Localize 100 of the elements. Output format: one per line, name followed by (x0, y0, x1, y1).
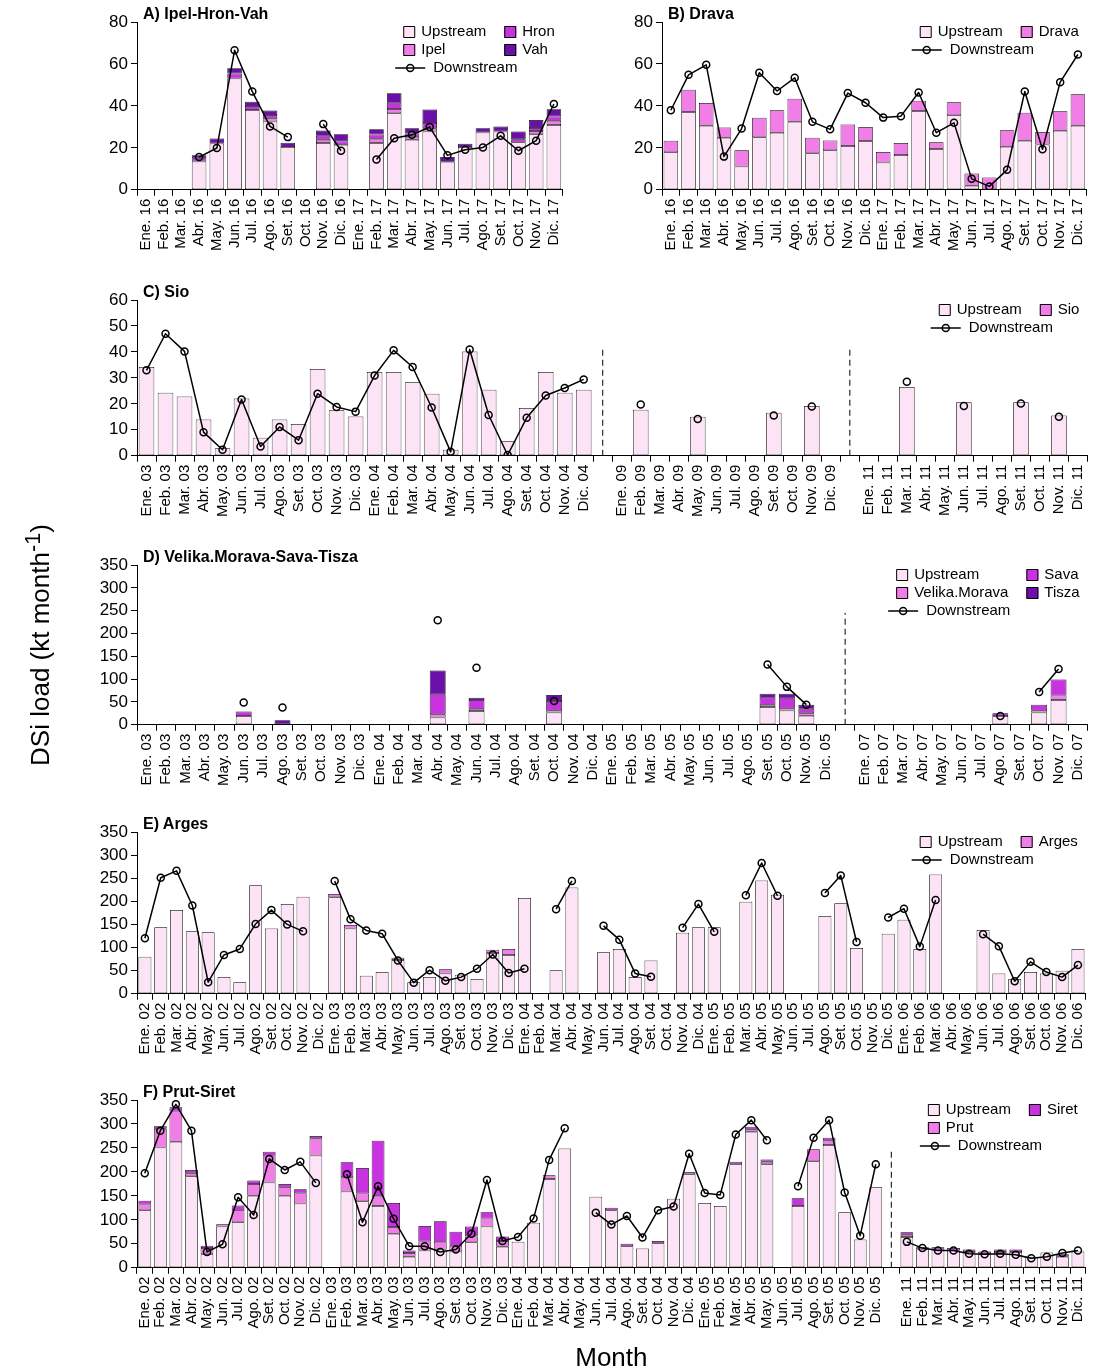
x-tick-label: Jul. 03 (250, 464, 268, 509)
x-tick-label: Abr. 16 (714, 198, 732, 247)
x-tick-label: May. 04 (447, 733, 465, 787)
legend-label: Ipel (421, 40, 446, 58)
legend-label: Sio (1057, 300, 1080, 318)
x-tick-label: Nov. 11 (1052, 1276, 1070, 1327)
x-tick-label: Jul. 11 (973, 464, 991, 508)
y-tick-label: 150 (99, 645, 128, 665)
x-tick-label: Abr. 04 (562, 1002, 580, 1051)
x-tick-label: Ene. 04 (514, 1002, 532, 1055)
x-tick-label: Mar. 03 (174, 464, 192, 515)
y-tick-label: 60 (109, 289, 128, 309)
x-tick-label: Abr. 05 (660, 733, 678, 782)
x-tick-label: Dic. 02 (309, 1002, 327, 1050)
x-tick-label: Nov. 11 (1049, 464, 1067, 515)
x-tick-label: Oct. 16 (820, 198, 838, 248)
x-tick-label: Jun. 17 (437, 198, 455, 248)
x-tick-label: Abr. 04 (427, 733, 445, 782)
x-tick-label: Abr. 11 (916, 464, 934, 512)
x-tick-label: Ene. 11 (858, 464, 876, 516)
x-tick-label: Mar. 04 (402, 464, 420, 515)
x-tick-label: Ago. 04 (505, 733, 523, 786)
x-tick-label: Jul. 03 (414, 1276, 432, 1321)
x-tick-label: Dic. 03 (498, 1002, 516, 1050)
x-tick-label: May. 04 (577, 1002, 595, 1056)
x-tick-label: May. 17 (944, 198, 962, 252)
x-tick-label: Oct. 17 (508, 198, 526, 248)
x-tick-label: Oct. 09 (782, 464, 800, 514)
x-tick-label: Nov. 05 (862, 1002, 880, 1054)
x-tick-label: Jul. 09 (725, 464, 743, 509)
y-tick-label: 50 (109, 691, 128, 711)
x-tick-label: Feb. 04 (383, 464, 401, 516)
y-tick-label: 0 (118, 179, 128, 199)
x-tick-label: Ene. 16 (136, 198, 154, 251)
y-tick-label: 300 (99, 1113, 128, 1133)
y-tick-label: 350 (99, 554, 128, 574)
x-tick-label: Ago. 17 (473, 198, 491, 251)
x-tick-label: Mar. 07 (893, 733, 911, 784)
x-tick-label: May. 05 (757, 1276, 775, 1330)
x-tick-label: Ene. 03 (136, 464, 154, 517)
x-tick-label: May. 11 (935, 464, 953, 516)
x-tick-label: May. 09 (687, 464, 705, 518)
y-tick-label: 200 (99, 1161, 128, 1181)
x-tick-label: Ago. 03 (435, 1002, 453, 1055)
y-tick-label: 100 (99, 937, 128, 957)
legend-label: Sava (1044, 565, 1080, 583)
x-tick-label: Ene. 07 (854, 733, 872, 786)
x-tick-label: Jun. 06 (973, 1002, 991, 1052)
y-tick-label: 250 (99, 867, 128, 887)
legend-label: Arges (1038, 832, 1078, 850)
x-tick-label: Jun. 05 (699, 733, 717, 783)
x-tick-label: Oct. 06 (1036, 1002, 1054, 1052)
x-tick-label: Dic. 09 (820, 464, 838, 512)
x-tick-label: May. 03 (212, 464, 230, 518)
x-tick-label: Nov. 06 (1052, 1002, 1070, 1054)
x-tick-label: Ago. 07 (990, 733, 1008, 786)
y-tick-label: 300 (99, 844, 128, 864)
x-tick-label: May. 16 (731, 198, 749, 252)
x-tick-label: Feb. 03 (156, 733, 174, 785)
x-tick-label: Dic. 11 (1068, 464, 1086, 511)
legend-label: Upstream (421, 22, 487, 40)
x-tick-label: May. 07 (932, 733, 950, 787)
x-tick-label: Ene. 11 (897, 1276, 915, 1328)
x-tick-label: Mar. 17 (384, 198, 402, 249)
x-tick-label: Dic. 16 (331, 198, 349, 246)
x-tick-label: Set. 04 (524, 733, 542, 782)
legend-label: Upstream (956, 300, 1022, 318)
x-tick-label: Jun. 04 (459, 464, 477, 514)
x-tick-label: Ago. 02 (243, 1276, 261, 1329)
y-tick-label: 350 (99, 1089, 128, 1109)
x-tick-label: Jul. 17 (979, 198, 997, 243)
legend-label: Drava (1038, 22, 1080, 40)
x-tick-label: Abr. 02 (182, 1002, 200, 1051)
x-tick-label: Mar. 03 (352, 1276, 370, 1327)
y-tick-label: 30 (109, 367, 128, 387)
y-tick-label: 50 (109, 1233, 128, 1253)
legend-label: Downstream (949, 40, 1034, 58)
y-tick-label: 40 (109, 95, 128, 115)
legend-label: Upstream (937, 22, 1003, 40)
x-tick-label: Feb. 11 (912, 1276, 930, 1327)
x-tick-label: Ago. 16 (260, 198, 278, 251)
x-tick-label: Ago. 09 (744, 464, 762, 517)
legend-label: Downstream (949, 850, 1034, 868)
x-tick-label: Feb. 09 (630, 464, 648, 516)
x-tick-label: May. 05 (680, 733, 698, 787)
x-tick-label: Mar. 05 (641, 733, 659, 784)
x-tick-label: Nov. 04 (554, 464, 572, 516)
x-tick-label: Feb. 03 (340, 1002, 358, 1054)
x-tick-label: Jul. 05 (799, 1002, 817, 1047)
x-tick-label: Dic. 17 (1068, 198, 1086, 246)
x-tick-label: Ago. 02 (245, 1002, 263, 1055)
x-tick-label: Jun. 02 (214, 1002, 232, 1052)
x-tick-label: Nov. 03 (477, 1276, 495, 1328)
x-tick-label: Jun. 16 (749, 198, 767, 248)
x-tick-label: May. 02 (198, 1002, 216, 1056)
x-tick-label: May. 11 (959, 1276, 977, 1328)
x-tick-label: Dic. 11 (1068, 1276, 1086, 1323)
x-tick-label: Mar. 11 (897, 464, 914, 514)
x-tick-label: Feb. 17 (891, 198, 909, 250)
legend-label: Upstream (945, 1100, 1011, 1118)
